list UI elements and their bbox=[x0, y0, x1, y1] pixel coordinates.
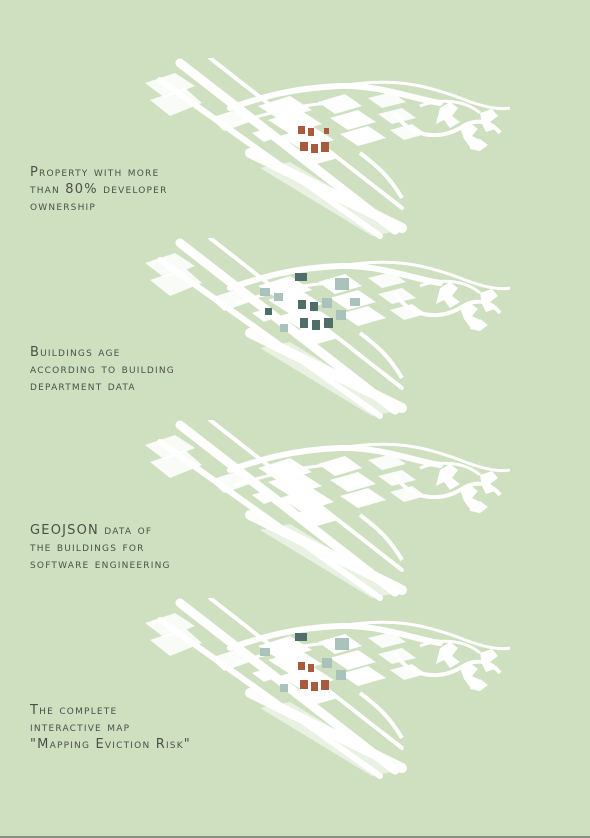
map-building-age bbox=[140, 238, 510, 438]
map-complete bbox=[140, 598, 510, 798]
map-geojson bbox=[140, 420, 510, 620]
map-developer-ownership bbox=[140, 58, 510, 258]
